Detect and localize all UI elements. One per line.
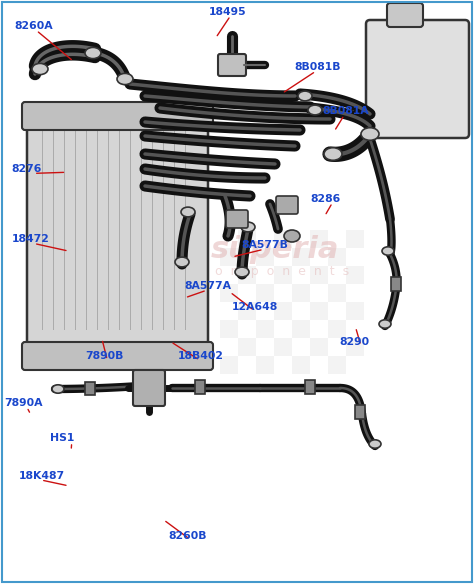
- Text: 8A577B: 8A577B: [242, 240, 289, 251]
- Bar: [256, 284, 274, 302]
- Bar: [274, 302, 292, 320]
- Bar: [310, 338, 328, 356]
- Ellipse shape: [298, 91, 312, 101]
- Text: 8260A: 8260A: [14, 21, 53, 32]
- Bar: [85, 381, 95, 395]
- Bar: [220, 356, 238, 374]
- FancyBboxPatch shape: [366, 20, 469, 138]
- Bar: [328, 356, 346, 374]
- Text: 8260B: 8260B: [168, 530, 207, 541]
- Text: 8A577A: 8A577A: [185, 281, 232, 291]
- Bar: [391, 277, 401, 291]
- Ellipse shape: [379, 320, 391, 328]
- Bar: [238, 266, 256, 284]
- Ellipse shape: [369, 440, 381, 448]
- FancyBboxPatch shape: [218, 54, 246, 76]
- Bar: [292, 248, 310, 266]
- Bar: [274, 338, 292, 356]
- FancyBboxPatch shape: [27, 106, 208, 352]
- Bar: [292, 284, 310, 302]
- Bar: [238, 338, 256, 356]
- Bar: [346, 230, 364, 248]
- FancyBboxPatch shape: [226, 210, 248, 228]
- Ellipse shape: [361, 128, 379, 140]
- Ellipse shape: [32, 64, 48, 75]
- Bar: [256, 356, 274, 374]
- Text: 8286: 8286: [310, 193, 341, 204]
- Text: 18495: 18495: [209, 6, 246, 17]
- Bar: [310, 266, 328, 284]
- Text: 18472: 18472: [12, 234, 50, 245]
- Ellipse shape: [235, 267, 249, 277]
- Bar: [328, 284, 346, 302]
- FancyBboxPatch shape: [22, 342, 213, 370]
- Bar: [292, 320, 310, 338]
- Bar: [256, 320, 274, 338]
- Text: 8B081B: 8B081B: [294, 62, 340, 72]
- FancyBboxPatch shape: [276, 196, 298, 214]
- Text: 18B402: 18B402: [178, 351, 224, 361]
- Bar: [292, 356, 310, 374]
- Bar: [346, 338, 364, 356]
- Bar: [195, 380, 205, 394]
- Ellipse shape: [324, 148, 342, 160]
- Bar: [346, 266, 364, 284]
- Text: 12A648: 12A648: [232, 301, 279, 312]
- Ellipse shape: [308, 105, 322, 115]
- Text: süperia: süperia: [211, 235, 339, 263]
- Text: 8276: 8276: [12, 164, 42, 175]
- Ellipse shape: [284, 230, 300, 242]
- FancyBboxPatch shape: [22, 102, 213, 130]
- Bar: [238, 230, 256, 248]
- Ellipse shape: [382, 247, 394, 255]
- Bar: [274, 266, 292, 284]
- Text: c  o  m  p  o  n  e  n  t  s: c o m p o n e n t s: [201, 266, 349, 279]
- Bar: [238, 302, 256, 320]
- Text: HS1: HS1: [50, 433, 74, 443]
- Ellipse shape: [117, 74, 133, 85]
- Bar: [328, 248, 346, 266]
- Bar: [220, 320, 238, 338]
- FancyBboxPatch shape: [133, 370, 165, 406]
- Ellipse shape: [85, 47, 101, 58]
- Text: 18K487: 18K487: [19, 471, 65, 481]
- FancyBboxPatch shape: [387, 3, 423, 27]
- Text: 7890B: 7890B: [85, 351, 124, 361]
- Bar: [305, 380, 315, 394]
- Bar: [310, 302, 328, 320]
- Bar: [220, 248, 238, 266]
- Bar: [310, 230, 328, 248]
- Bar: [274, 230, 292, 248]
- Text: 8B081A: 8B081A: [322, 106, 369, 116]
- Bar: [346, 302, 364, 320]
- Ellipse shape: [241, 222, 255, 232]
- Bar: [220, 284, 238, 302]
- Ellipse shape: [181, 207, 195, 217]
- Ellipse shape: [52, 385, 64, 393]
- Text: 8290: 8290: [339, 336, 369, 347]
- Text: 7890A: 7890A: [5, 398, 43, 408]
- Bar: [256, 248, 274, 266]
- Bar: [328, 320, 346, 338]
- Ellipse shape: [175, 257, 189, 267]
- Bar: [355, 405, 365, 419]
